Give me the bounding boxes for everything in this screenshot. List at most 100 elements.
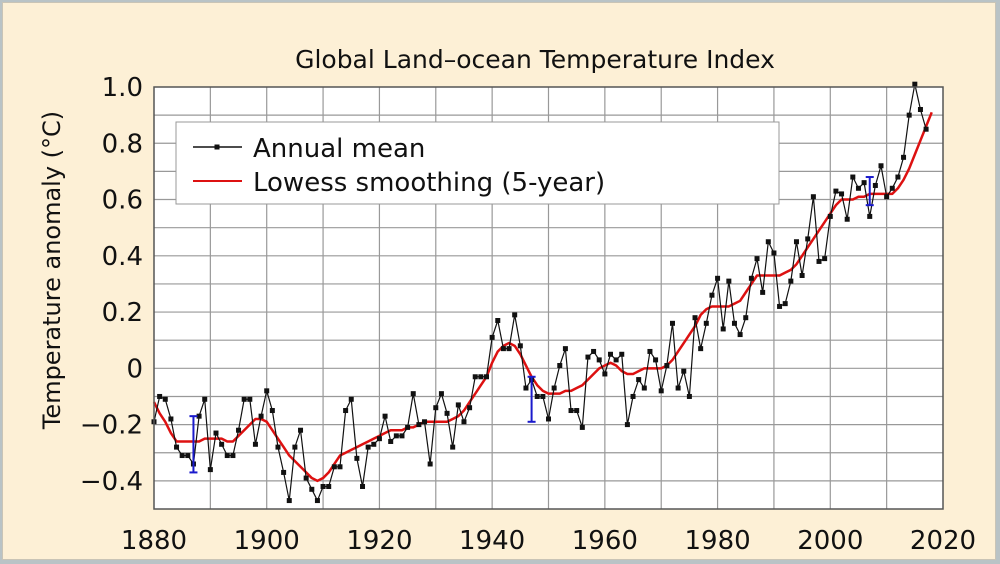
annual-mean-point: [478, 374, 484, 380]
annual-mean-point: [348, 396, 354, 402]
annual-mean-point: [624, 422, 630, 428]
annual-mean-point: [872, 182, 878, 188]
annual-mean-point: [619, 351, 625, 357]
y-tick-label: 0: [126, 354, 143, 384]
annual-mean-point: [168, 416, 174, 422]
annual-mean-point: [754, 256, 760, 262]
annual-mean-point: [405, 424, 411, 430]
annual-mean-point: [889, 185, 895, 191]
annual-mean-point: [686, 393, 692, 399]
annual-mean-point: [314, 498, 320, 504]
annual-mean-point: [551, 385, 557, 391]
annual-mean-point: [878, 163, 884, 169]
annual-mean-point: [354, 455, 360, 461]
annual-mean-point: [557, 363, 563, 369]
annual-mean-point: [399, 433, 405, 439]
error-bar: [865, 176, 874, 207]
legend-lowess-label: Lowess smoothing (5-year): [253, 168, 605, 198]
annual-mean-point: [258, 413, 264, 419]
annual-mean-point: [196, 413, 202, 419]
legend-box: [175, 121, 780, 205]
legend-annual-label: Annual mean: [253, 134, 425, 164]
legend: Annual mean Lowess smoothing (5-year): [175, 121, 780, 205]
annual-mean-point: [568, 408, 574, 414]
annual-mean-point: [647, 348, 653, 354]
x-tick-label: 1900: [234, 526, 300, 556]
annual-mean-point: [202, 396, 208, 402]
annual-mean-point: [162, 396, 168, 402]
annual-mean-point: [844, 216, 850, 222]
annual-mean-point: [540, 393, 546, 399]
annual-mean-point: [410, 391, 416, 397]
annual-mean-point: [450, 444, 456, 450]
annual-mean-point: [793, 239, 799, 245]
annual-mean-point: [731, 320, 737, 326]
annual-mean-point: [760, 289, 766, 295]
error-bar: [189, 415, 198, 474]
annual-mean-point: [444, 410, 450, 416]
annual-mean-point: [331, 464, 337, 470]
annual-mean-point: [185, 453, 191, 459]
annual-mean-point: [264, 388, 270, 394]
annual-mean-point: [855, 185, 861, 191]
annual-mean-point: [799, 272, 805, 278]
annual-mean-point: [269, 408, 275, 414]
y-tick-label: −0.2: [80, 411, 143, 441]
annual-mean-point: [743, 315, 749, 321]
lowess-line: [152, 111, 933, 483]
annual-mean-point: [810, 194, 816, 200]
annual-mean-point: [241, 396, 247, 402]
chart-title: Global Land–ocean Temperature Index: [295, 45, 775, 74]
annual-mean-point: [692, 315, 698, 321]
annual-mean-point: [382, 413, 388, 419]
annual-mean-point: [500, 346, 506, 352]
annual-mean-point: [737, 332, 743, 338]
annual-mean-point: [669, 320, 675, 326]
x-tick-label: 1920: [346, 526, 412, 556]
annual-mean-point: [596, 357, 602, 363]
annual-mean-point: [230, 453, 236, 459]
y-tick-label: −0.4: [80, 467, 143, 497]
annual-mean-point: [376, 436, 382, 442]
annual-mean-point: [292, 444, 298, 450]
annual-mean-point: [365, 444, 371, 450]
annual-mean-point: [782, 301, 788, 307]
annual-mean-point: [681, 368, 687, 374]
annual-mean-point: [833, 188, 839, 194]
plot-border: [153, 86, 944, 510]
annual-mean-point: [286, 498, 292, 504]
annual-mean-point: [219, 441, 225, 447]
annual-mean-point: [495, 318, 501, 324]
annual-mean-point: [839, 191, 845, 197]
annual-mean-point: [252, 441, 258, 447]
annual-mean-point: [653, 357, 659, 363]
annual-mean-point: [867, 213, 873, 219]
y-axis-label: Temperature anomaly (°C): [38, 111, 66, 430]
annual-mean-point: [579, 424, 585, 430]
annual-mean-point: [207, 467, 213, 473]
annual-mean-point: [517, 343, 523, 349]
annual-mean-point: [371, 441, 377, 447]
annual-mean-point: [467, 405, 473, 411]
axis-ticks: 1880 1900 1920 1940 1960 1980 2000 2020 1.0 0.8 0.…: [80, 73, 976, 556]
annual-mean-point: [748, 275, 754, 281]
y-tick-label: 0.2: [102, 298, 143, 328]
annual-mean-point: [320, 483, 326, 489]
annual-mean-point: [917, 107, 923, 113]
annual-mean-line: [153, 84, 927, 503]
annual-mean-point: [247, 396, 253, 402]
annual-mean-point: [822, 256, 828, 262]
annual-mean-point: [630, 393, 636, 399]
annual-mean-point: [303, 475, 309, 481]
y-tick-label: 0.4: [102, 242, 143, 272]
annual-mean-point: [461, 419, 467, 425]
annual-mean-point: [827, 213, 833, 219]
annual-mean-point: [816, 258, 822, 264]
annual-mean-point: [174, 444, 180, 450]
annual-mean-point: [805, 236, 811, 242]
annual-mean-point: [236, 427, 242, 433]
x-tick-label: 1940: [459, 526, 525, 556]
annual-mean-point: [923, 126, 929, 132]
annual-mean-point: [703, 320, 709, 326]
